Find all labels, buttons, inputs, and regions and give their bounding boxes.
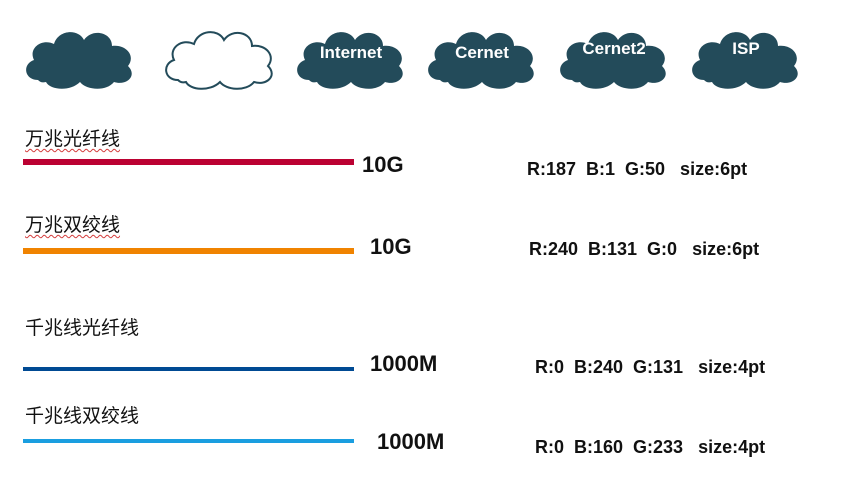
speed-label-1000m-twisted-pair: 1000M [377, 429, 445, 454]
line-sample-10g-twisted-pair [23, 248, 354, 254]
cloud-icon [26, 32, 132, 89]
spec-1000m-fiber: R:0 B:240 G:131 size:4pt [535, 357, 766, 377]
cloud-internet: Internet [291, 20, 411, 92]
line-sample-1000m-fiber [23, 367, 354, 371]
cloud-plain-outline [160, 20, 280, 92]
line-name-10g-fiber: 万兆光纤线 [25, 128, 121, 150]
cloud-isp: ISP [686, 20, 806, 92]
line-sample-10g-fiber [23, 159, 354, 165]
cloud-cernet: Cernet [422, 20, 542, 92]
speed-label-10g-fiber: 10G [362, 152, 404, 177]
cloud-icon [297, 32, 403, 89]
line-name-1000m-fiber: 千兆线光纤线 [25, 317, 140, 339]
cloud-cernet2: Cernet2 [554, 20, 674, 92]
speed-label-1000m-fiber: 1000M [370, 351, 438, 376]
line-sample-1000m-twisted-pair [23, 439, 354, 443]
line-name-10g-twisted-pair: 万兆双绞线 [25, 214, 121, 236]
cloud-label-cernet2: Cernet2 [582, 39, 646, 58]
spec-1000m-twisted-pair: R:0 B:160 G:233 size:4pt [535, 437, 766, 457]
cloud-icon [692, 32, 798, 89]
cloud-label-internet: Internet [319, 43, 383, 62]
line-name-1000m-twisted-pair: 千兆线双绞线 [25, 405, 140, 427]
cloud-outline-icon [165, 31, 273, 90]
cloud-icon [428, 32, 534, 89]
cloud-label-isp: ISP [732, 39, 760, 58]
cloud-label-cernet: Cernet [455, 43, 509, 62]
spec-10g-fiber: R:187 B:1 G:50 size:6pt [527, 159, 748, 179]
spec-10g-twisted-pair: R:240 B:131 G:0 size:6pt [529, 239, 760, 259]
speed-label-10g-twisted-pair: 10G [370, 234, 412, 259]
cloud-icon [560, 32, 666, 89]
cloud-plain-filled [20, 20, 140, 92]
